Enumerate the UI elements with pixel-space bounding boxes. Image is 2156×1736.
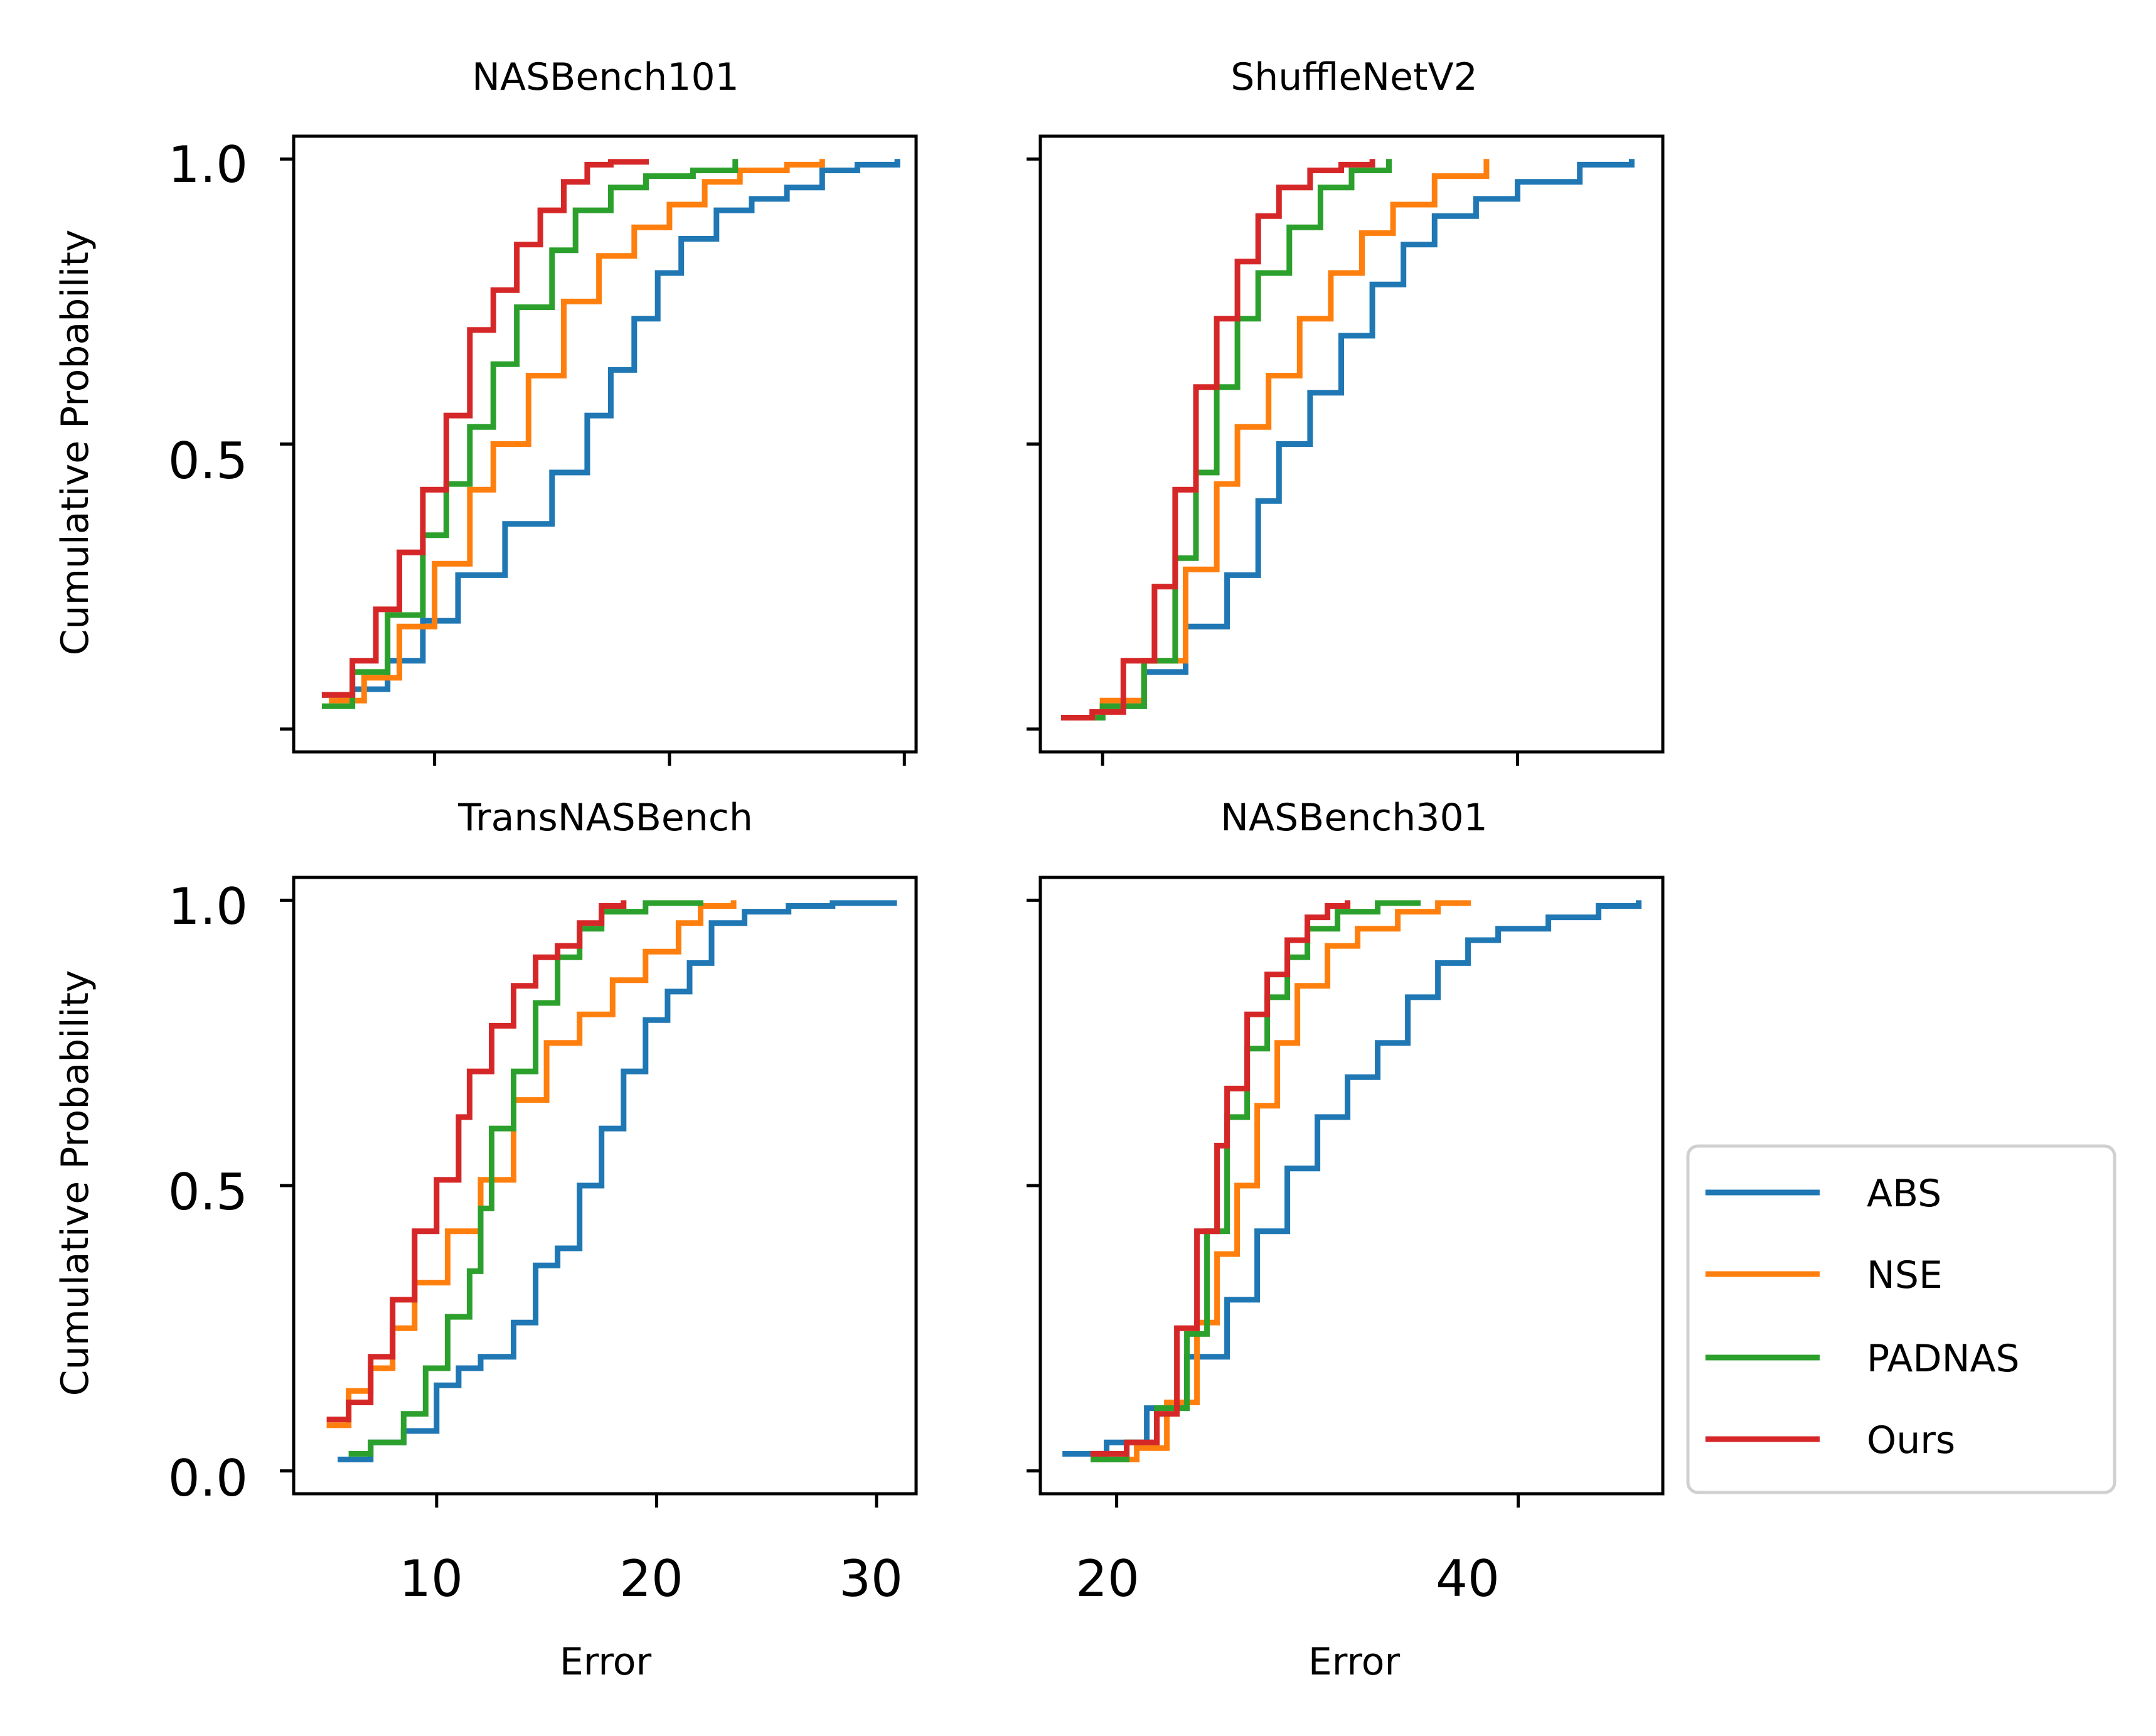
series-line-shufflenetv2-abs	[1061, 159, 1635, 721]
panel-title-shufflenetv2: ShuffleNetV2	[1230, 55, 1478, 99]
series-line-shufflenetv2-ours	[1061, 159, 1375, 721]
x-tick-label-left-20: 20	[619, 1550, 683, 1608]
axes-frame-transnasbench	[292, 876, 918, 1496]
axes-nasbench301	[1027, 876, 1665, 1508]
y-tick-label-top-1.0: 1.0	[168, 136, 248, 194]
legend-label-abs: ABS	[1867, 1172, 1941, 1216]
y-axis-label-bottom: Cumulative Probability	[53, 970, 97, 1396]
legend-label-nse: NSE	[1867, 1253, 1943, 1297]
x-tick-label-left-10: 10	[399, 1550, 463, 1608]
axes-nasbench101	[280, 134, 918, 766]
y-tick-label-bottom-0.5: 0.5	[168, 1163, 248, 1221]
series-line-shufflenetv2-padnas	[1061, 159, 1392, 721]
y-tick-label-bottom-0.0: 0.0	[168, 1449, 248, 1508]
panel-title-transnasbench: TransNASBench	[457, 796, 753, 840]
series-line-transnasbench-abs	[338, 900, 897, 1462]
axes-frame-nasbench101	[292, 134, 918, 754]
legend-label-padnas: PADNAS	[1867, 1337, 2020, 1381]
series-line-transnasbench-ours	[326, 900, 627, 1423]
legend: ABS NSE PADNAS Ours	[1686, 1144, 2116, 1494]
y-axis-label-top: Cumulative Probability	[53, 230, 97, 656]
series-line-nasbench101-abs	[321, 159, 900, 698]
y-tick-label-top-0.5: 0.5	[168, 432, 248, 490]
axes-shufflenetv2	[1027, 134, 1665, 766]
series-line-nasbench301-ours	[1091, 900, 1351, 1457]
x-tick-label-right-20: 20	[1075, 1550, 1139, 1608]
x-tick-label-right-40: 40	[1436, 1550, 1500, 1608]
legend-label-ours: Ours	[1867, 1418, 1955, 1462]
panel-title-nasbench301: NASBench301	[1220, 796, 1488, 840]
series-line-nasbench101-ours	[321, 159, 649, 698]
axes-transnasbench	[280, 876, 918, 1508]
legend-frame	[1686, 1144, 2116, 1494]
x-tick-label-left-30: 30	[839, 1550, 903, 1608]
series-line-nasbench101-padnas	[321, 159, 739, 709]
x-axis-label-left: Error	[560, 1640, 652, 1684]
panel-title-nasbench101: NASBench101	[472, 55, 739, 99]
y-tick-label-bottom-1.0: 1.0	[168, 877, 248, 936]
x-axis-label-right: Error	[1308, 1640, 1401, 1684]
axes-frame-shufflenetv2	[1038, 134, 1665, 754]
axes-frame-nasbench301	[1038, 876, 1665, 1496]
series-line-nasbench101-nse	[329, 159, 825, 704]
plot-area-group	[280, 134, 1665, 1508]
